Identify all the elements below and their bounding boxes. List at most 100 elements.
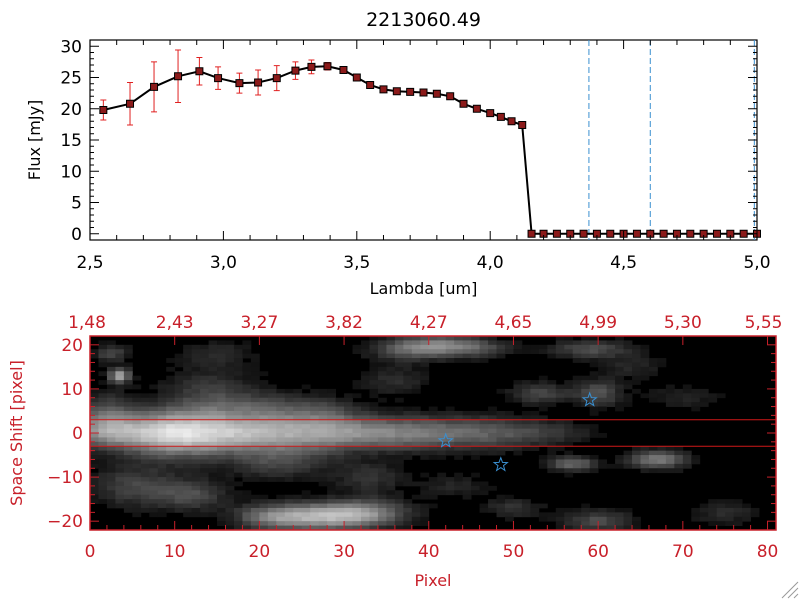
- image-pixel: [208, 499, 218, 504]
- image-pixel: [606, 402, 616, 407]
- image-pixel: [691, 393, 701, 399]
- image-pixel: [352, 380, 362, 385]
- image-pixel: [386, 380, 396, 385]
- image-pixel: [403, 516, 413, 522]
- image-pixel: [208, 362, 218, 368]
- image-pixel: [615, 366, 624, 372]
- image-pixel: [123, 507, 133, 513]
- image-pixel: [310, 507, 320, 513]
- image-pixel: [90, 406, 99, 412]
- image-pixel: [318, 388, 328, 394]
- image-pixel: [284, 437, 294, 443]
- image-pixel: [200, 419, 209, 425]
- resize-grip[interactable]: [781, 581, 799, 599]
- image-pixel: [555, 384, 565, 390]
- image-pixel: [259, 477, 269, 482]
- image-pixel: [250, 397, 260, 403]
- image-pixel: [369, 336, 379, 341]
- image-pixel: [217, 455, 226, 460]
- image-pixel: [327, 397, 337, 403]
- image-pixel: [115, 371, 125, 377]
- image-pixel: [623, 353, 633, 359]
- image-pixel: [581, 468, 591, 474]
- image-pixel: [361, 503, 370, 509]
- image-pixel: [310, 415, 320, 421]
- image-pixel: [394, 397, 404, 403]
- image-pixel: [267, 516, 277, 522]
- image-pixel: [250, 450, 260, 456]
- image-pixel: [521, 397, 531, 403]
- image-pixel: [98, 393, 108, 399]
- image-pixel: [708, 499, 718, 504]
- image-pixel: [394, 428, 404, 434]
- image-pixel: [674, 468, 684, 474]
- image-pixel: [369, 525, 379, 531]
- image-pixel: [581, 424, 591, 429]
- image-pixel: [479, 415, 489, 421]
- image-pixel: [564, 393, 574, 399]
- image-pixel: [208, 353, 218, 359]
- image-pixel: [174, 393, 184, 399]
- data-point: [419, 88, 428, 97]
- image-pixel: [394, 525, 404, 531]
- y-tick-label: 15: [60, 131, 82, 151]
- image-pixel: [555, 463, 565, 469]
- image-pixel: [200, 503, 209, 509]
- image-pixel: [699, 393, 709, 399]
- image-pixel: [589, 507, 599, 513]
- image-pixel: [310, 463, 320, 469]
- image-pixel: [361, 380, 370, 385]
- image-pixel: [335, 441, 345, 447]
- image-pixel: [428, 437, 438, 443]
- image-pixel: [90, 428, 99, 434]
- image-pixel: [572, 433, 582, 438]
- image-pixel: [233, 503, 243, 509]
- image-pixel: [555, 525, 565, 531]
- image-pixel: [598, 366, 608, 372]
- image-pixel: [233, 410, 243, 416]
- image-pixel: [276, 450, 286, 456]
- image-pixel: [547, 419, 557, 425]
- image-pixel: [208, 472, 218, 478]
- image-pixel: [233, 516, 243, 522]
- image-pixel: [589, 406, 599, 412]
- image-pixel: [242, 512, 252, 518]
- image-pixel: [200, 481, 209, 487]
- image-pixel: [657, 393, 667, 399]
- image-pixel: [403, 424, 413, 429]
- image-pixel: [335, 490, 345, 496]
- image-pixel: [648, 455, 658, 460]
- image-pixel: [572, 468, 582, 474]
- image-pixel: [488, 406, 497, 412]
- image-pixel: [233, 358, 243, 363]
- data-point: [254, 78, 263, 87]
- image-pixel: [183, 455, 193, 460]
- image-pixel: [471, 353, 480, 359]
- image-pixel: [208, 384, 218, 390]
- image-pixel: [276, 415, 286, 421]
- image-pixel: [471, 340, 480, 346]
- image-pixel: [504, 424, 514, 429]
- image-pixel: [504, 344, 514, 350]
- image-pixel: [123, 477, 133, 482]
- image-pixel: [242, 415, 252, 421]
- image-pixel: [98, 406, 108, 412]
- image-pixel: [327, 494, 337, 500]
- image-pixel: [471, 428, 480, 434]
- image-pixel: [530, 419, 540, 425]
- image-pixel: [394, 358, 404, 363]
- image-pixel: [394, 384, 404, 390]
- image-pixel: [411, 437, 421, 443]
- image-pixel: [174, 503, 184, 509]
- y-axis-label: Space Shift [pixel]: [7, 360, 26, 506]
- image-pixel: [564, 459, 574, 465]
- image-pixel: [538, 512, 548, 518]
- image-pixel: [250, 424, 260, 429]
- image-pixel: [564, 388, 574, 394]
- star-marker: [437, 432, 454, 448]
- image-pixel: [335, 450, 345, 456]
- image-pixel: [369, 433, 379, 438]
- data-point: [486, 109, 495, 118]
- image-pixel: [564, 433, 574, 438]
- image-pixel: [361, 349, 370, 355]
